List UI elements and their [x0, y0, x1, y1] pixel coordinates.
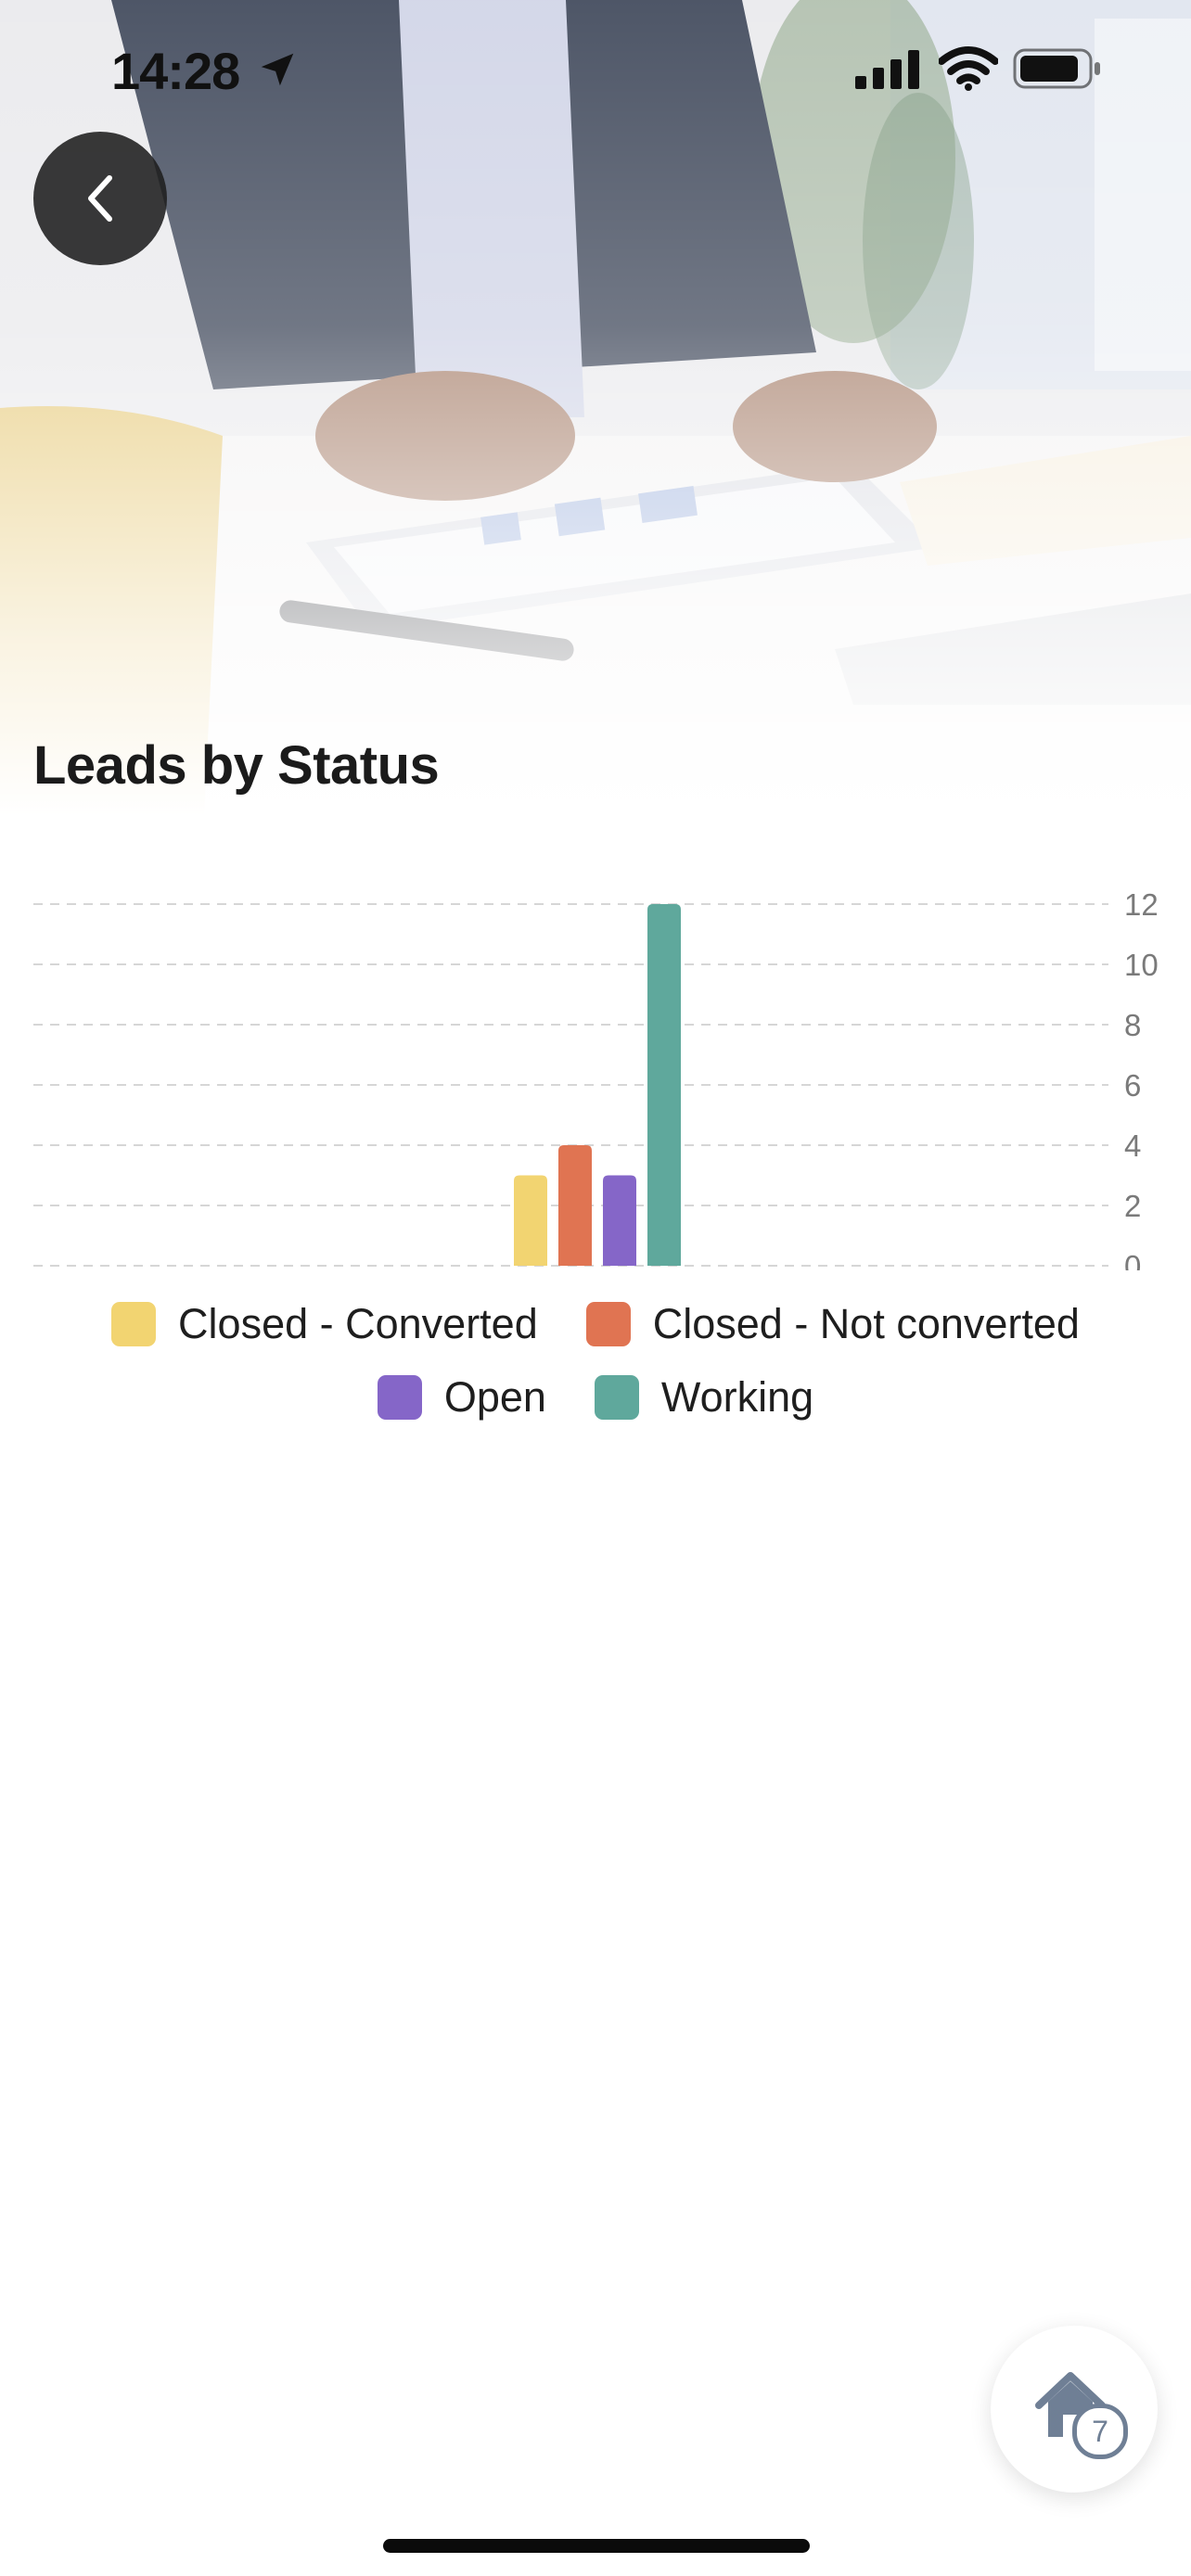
- y-tick-label: 8: [1124, 1008, 1141, 1042]
- home-button[interactable]: 7: [991, 2326, 1158, 2493]
- legend-label: Closed - Converted: [178, 1300, 538, 1347]
- page-title: Leads by Status: [33, 735, 440, 796]
- location-arrow-icon: [256, 48, 299, 96]
- legend-swatch: [377, 1375, 422, 1420]
- legend-swatch: [585, 1302, 631, 1346]
- hero-image: [0, 0, 1191, 816]
- hero-fade-overlay: [0, 0, 1191, 816]
- chart-canvas: 12 10 8 6 4 2 0: [33, 887, 1159, 1270]
- legend-swatch: [111, 1302, 157, 1346]
- wifi-icon: [938, 46, 999, 96]
- notification-badge: 7: [1072, 2404, 1128, 2459]
- legend-label: Open: [443, 1373, 546, 1421]
- y-tick-label: 6: [1124, 1068, 1141, 1103]
- home-indicator[interactable]: [383, 2539, 810, 2553]
- bar-working[interactable]: [647, 904, 681, 1266]
- y-tick-label: 0: [1124, 1249, 1141, 1270]
- y-tick-label: 12: [1124, 887, 1159, 922]
- legend-row: Closed - Converted Closed - Not converte…: [0, 1294, 1191, 1354]
- status-bar: 14:28: [0, 0, 1191, 139]
- bar-open[interactable]: [603, 1175, 636, 1267]
- leads-bar-chart: 12 10 8 6 4 2 0: [0, 872, 1191, 1270]
- bar-closed-not-converted[interactable]: [558, 1145, 592, 1266]
- chevron-left-icon: [88, 175, 112, 222]
- y-tick-label: 2: [1124, 1189, 1141, 1223]
- chart-legend: Closed - Converted Closed - Not converte…: [0, 1294, 1191, 1441]
- legend-item-working[interactable]: Working: [594, 1373, 814, 1422]
- legend-label: Working: [660, 1373, 814, 1421]
- y-tick-label: 4: [1124, 1129, 1141, 1163]
- legend-label: Closed - Not converted: [652, 1300, 1080, 1347]
- back-button[interactable]: [33, 132, 167, 265]
- bar-closed-converted[interactable]: [514, 1175, 547, 1267]
- legend-item-open[interactable]: Open: [377, 1373, 546, 1422]
- cellular-signal-icon: [855, 50, 920, 94]
- battery-icon: [1013, 48, 1102, 94]
- status-time: 14:28: [111, 42, 240, 100]
- legend-item-closed-converted[interactable]: Closed - Converted: [111, 1300, 538, 1348]
- legend-row: Open Working: [0, 1368, 1191, 1427]
- y-tick-label: 10: [1124, 948, 1159, 982]
- legend-swatch: [594, 1375, 639, 1420]
- legend-item-closed-not-converted[interactable]: Closed - Not converted: [585, 1300, 1080, 1348]
